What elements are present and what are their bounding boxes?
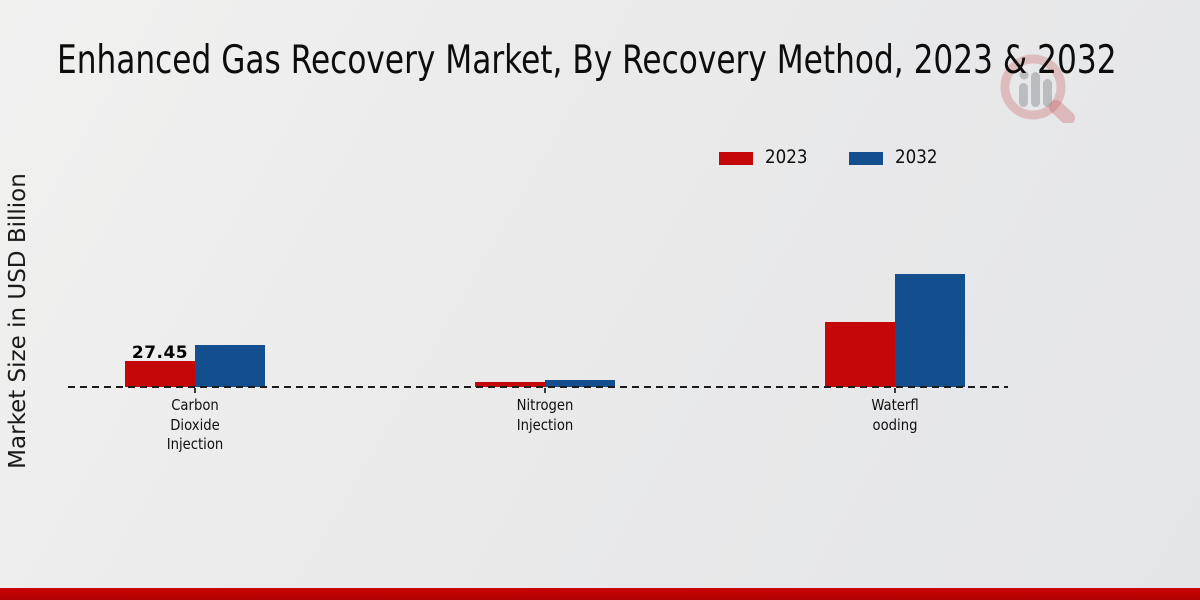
- value-label-2023-co2: 27.45: [131, 343, 189, 363]
- chart-legend: 2023 2032: [719, 146, 944, 168]
- category-label-nitrogen-injection: Nitrogen Injection: [516, 396, 574, 434]
- chart-title-text: Enhanced Gas Recovery Market, By Recover…: [57, 38, 1117, 83]
- bar-2023-cat2: [825, 322, 895, 387]
- legend-label-2023: 2023: [765, 146, 808, 168]
- category-label-waterflooding: Waterfl ooding: [871, 396, 919, 434]
- bar-2032-cat0: [195, 345, 265, 387]
- legend-label-2032: 2032: [895, 146, 938, 168]
- x-axis-tick: [544, 388, 546, 393]
- chart-title: Enhanced Gas Recovery Market, By Recover…: [57, 38, 1200, 83]
- legend-item-2023: 2023: [719, 146, 813, 168]
- legend-swatch-2032: [849, 151, 884, 165]
- bar-2023-cat1: [475, 382, 545, 387]
- x-axis-tick: [194, 388, 196, 393]
- magnifier-barchart-icon: [1000, 54, 1075, 125]
- brand-logo-watermark: [985, 45, 1085, 125]
- legend-swatch-2023: [719, 151, 753, 165]
- x-axis-tick: [894, 388, 896, 393]
- category-label-carbon-dioxide-injection: Carbon Dioxide Injection: [166, 396, 224, 453]
- zero-baseline-dashed: [68, 386, 1008, 388]
- bar-2032-cat2: [895, 274, 965, 387]
- bar-2023-cat0: [125, 361, 195, 387]
- footer-accent-bar: [0, 588, 1200, 600]
- bar-2032-cat1: [545, 380, 615, 387]
- legend-item-2032: 2032: [849, 146, 943, 168]
